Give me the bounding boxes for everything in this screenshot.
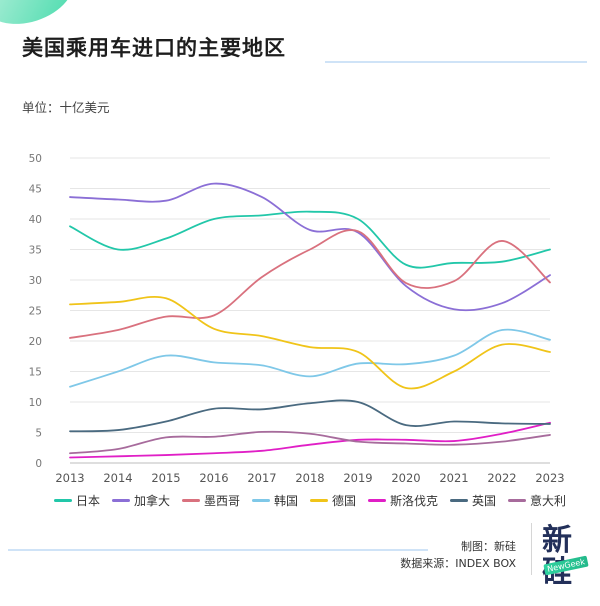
x-tick-label: 2023 [535,471,564,485]
series-line-3 [69,328,551,388]
credit-maker: 制图：新硅 [461,540,516,553]
y-tick-label: 15 [29,367,42,379]
brand-logo: 新硅 NewGeek [531,523,592,589]
legend-item: 德国 [310,492,356,509]
legend-swatch [508,499,527,502]
legend-swatch [450,499,469,502]
legend-item: 英国 [450,492,496,509]
y-tick-label: 20 [29,336,42,348]
legend-label: 斯洛伐克 [390,494,439,508]
legend-item: 日本 [53,492,100,509]
x-tick-label: 2020 [391,471,420,485]
legend-item: 墨西哥 [181,492,240,509]
series-line-7 [69,430,551,455]
y-tick-label: 0 [35,458,42,470]
legend-swatch [111,499,130,502]
title-divider [325,61,587,63]
unit-label: 单位：十亿美元 [22,100,110,115]
x-tick-label: 2019 [343,471,372,485]
y-tick-label: 50 [29,153,42,165]
y-tick-label: 40 [29,214,42,226]
legend-swatch [368,499,387,502]
legend-swatch [53,499,72,502]
x-tick-label: 2022 [487,471,516,485]
legend-label: 德国 [332,494,357,508]
x-tick-label: 2017 [247,471,276,485]
series-line-6 [69,399,551,433]
legend-item: 斯洛伐克 [368,492,438,509]
y-tick-label: 35 [29,245,42,257]
legend-swatch [251,499,270,502]
y-tick-label: 30 [29,275,42,287]
series-line-1 [69,182,551,312]
legend-label: 意大利 [530,494,567,508]
x-tick-label: 2021 [439,471,468,485]
footer-divider [8,549,428,551]
series-line-2 [69,229,551,339]
y-tick-label: 5 [35,428,42,440]
series-line-0 [69,210,551,269]
x-tick-label: 2016 [199,471,228,485]
legend-swatch [310,499,328,502]
y-tick-label: 10 [29,397,42,409]
legend-label: 墨西哥 [203,494,240,508]
legend-label: 英国 [472,494,497,508]
series-line-5 [69,421,551,459]
credit-source: 数据来源：INDEX BOX [400,557,516,570]
credits-block: 制图：新硅 数据来源：INDEX BOX [400,538,516,572]
legend-item: 韩国 [251,492,298,509]
chart-title: 美国乘用车进口的主要地区 [22,36,286,60]
chart-legend: 日本 加拿大 墨西哥 韩国 德国 斯洛伐克 英国 意大利 [40,492,580,509]
legend-item: 加拿大 [111,492,170,509]
legend-label: 加拿大 [133,494,170,508]
legend-swatch [181,499,200,502]
x-tick-label: 2013 [55,471,84,485]
y-tick-label: 45 [29,184,42,196]
series-line-4 [69,295,551,390]
x-tick-label: 2015 [151,471,180,485]
legend-label: 韩国 [273,494,298,508]
x-tick-label: 2014 [103,471,132,485]
y-tick-label: 25 [29,306,42,318]
x-tick-label: 2018 [295,471,324,485]
legend-item: 意大利 [508,492,566,509]
legend-label: 日本 [75,494,100,508]
